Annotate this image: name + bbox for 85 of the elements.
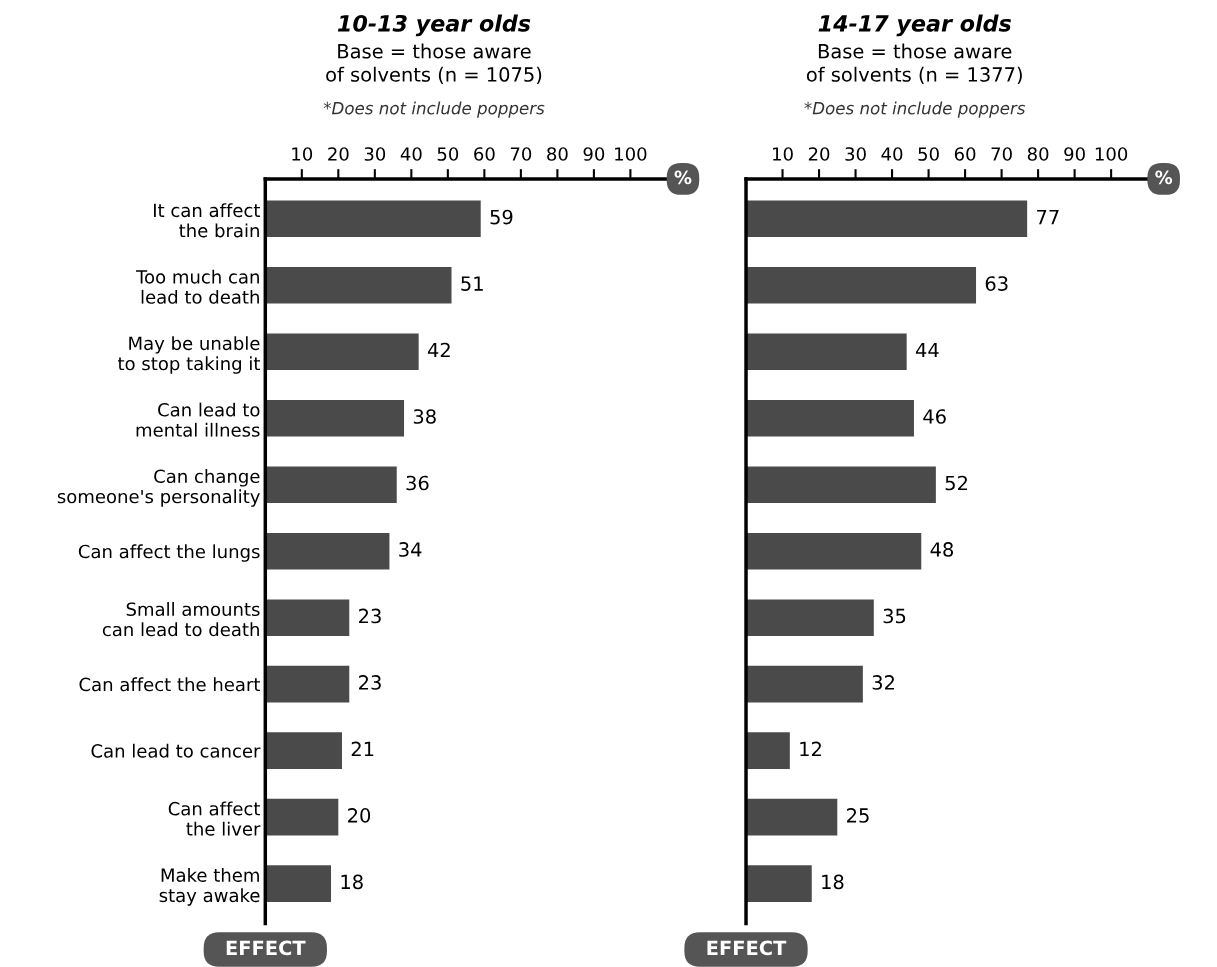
data-label: 36 (406, 475, 429, 491)
x-tick-label: 30 (364, 147, 386, 161)
x-tick-label: 40 (881, 147, 903, 161)
data-label: 25 (847, 808, 869, 823)
x-tick-label: 70 (991, 147, 1012, 161)
chart-subtitle: Base = those aware of solvents (n = 1075) (326, 43, 542, 85)
data-label: 59 (490, 209, 513, 225)
y-tick-label: It can affect the brain (154, 203, 261, 238)
bar (265, 466, 397, 503)
data-label: 44 (915, 342, 939, 358)
x-tick-label: 50 (918, 147, 939, 161)
y-tick-label: Small amounts can lead to death (102, 602, 260, 637)
data-label: 63 (985, 276, 1008, 291)
y-axis-title: EFFECT (707, 940, 787, 956)
x-tick-label: 100 (1095, 147, 1128, 161)
bar (265, 665, 350, 703)
data-label: 18 (341, 874, 363, 890)
data-label: 34 (399, 542, 422, 557)
y-tick-label: Can lead to mental illness (136, 402, 260, 437)
bar (746, 665, 863, 703)
bar (746, 333, 907, 371)
bar (746, 532, 922, 570)
bar (265, 599, 350, 636)
x-tick-label: 20 (808, 147, 830, 161)
y-axis-title: EFFECT (226, 940, 306, 956)
bar (746, 732, 790, 769)
chart-subtitle: Base = those aware of solvents (n = 1377) (806, 43, 1022, 85)
bar (265, 333, 419, 371)
y-tick-label: Can change someone's personality (57, 469, 260, 507)
data-label: 46 (923, 409, 946, 424)
data-label: 48 (930, 542, 954, 557)
data-label: 52 (945, 475, 967, 491)
text: *Does not include poppers (804, 101, 1026, 118)
x-tick-label: 30 (845, 147, 866, 161)
y-tick-label: May be unable to stop taking it (117, 336, 261, 374)
bar (265, 399, 405, 437)
x-tick-label: 80 (547, 147, 568, 161)
x-tick-label: 60 (474, 147, 495, 161)
data-label: 18 (822, 874, 844, 890)
bar (265, 200, 481, 238)
x-tick-label: 80 (1027, 147, 1049, 161)
x-tick-label: 50 (437, 147, 459, 161)
data-label: 35 (883, 608, 906, 624)
chart-title: 10-13 year olds (337, 14, 531, 37)
y-tick-label: Can lead to cancer (91, 743, 261, 758)
x-tick-label: 60 (954, 147, 976, 161)
y-tick-label: Can affect the lungs (78, 544, 260, 562)
data-label: 23 (359, 608, 381, 624)
x-tick-label: 90 (583, 147, 605, 161)
data-label: 23 (359, 675, 381, 690)
bar (746, 798, 838, 836)
data-label: 77 (1037, 209, 1059, 225)
bar (746, 200, 1028, 238)
bar (265, 266, 452, 304)
bar (265, 865, 332, 902)
bar (265, 732, 342, 769)
bar (746, 466, 936, 503)
data-label: 42 (427, 342, 450, 358)
data-label: 51 (461, 276, 483, 291)
x-tick-label: 10 (773, 147, 793, 161)
x-tick-label: 90 (1064, 147, 1085, 161)
bar (265, 532, 390, 570)
x-axis-title: % (674, 170, 692, 185)
x-tick-label: 70 (510, 147, 532, 161)
y-tick-label: Can affect the liver (168, 801, 261, 836)
data-label: 12 (800, 741, 821, 756)
x-axis-title: % (1155, 170, 1173, 185)
data-label: 21 (351, 741, 374, 756)
bar (746, 599, 874, 636)
bar (746, 399, 914, 437)
x-tick-label: 40 (400, 147, 422, 161)
y-tick-label: Too much can lead to death (136, 269, 259, 304)
data-label: 32 (872, 675, 894, 690)
bar (265, 798, 339, 836)
x-tick-label: 20 (328, 147, 349, 161)
text: *Does not include poppers (323, 101, 545, 118)
data-label: 38 (413, 409, 436, 424)
y-tick-label: Can affect the heart (79, 677, 261, 692)
x-tick-label: 10 (292, 147, 313, 161)
bar (746, 266, 977, 304)
y-tick-label: Make them stay awake (159, 868, 260, 906)
chart-title: 14-17 year olds (818, 14, 1011, 37)
data-label: 20 (348, 808, 371, 823)
bar (746, 865, 812, 902)
x-tick-label: 100 (615, 147, 647, 161)
